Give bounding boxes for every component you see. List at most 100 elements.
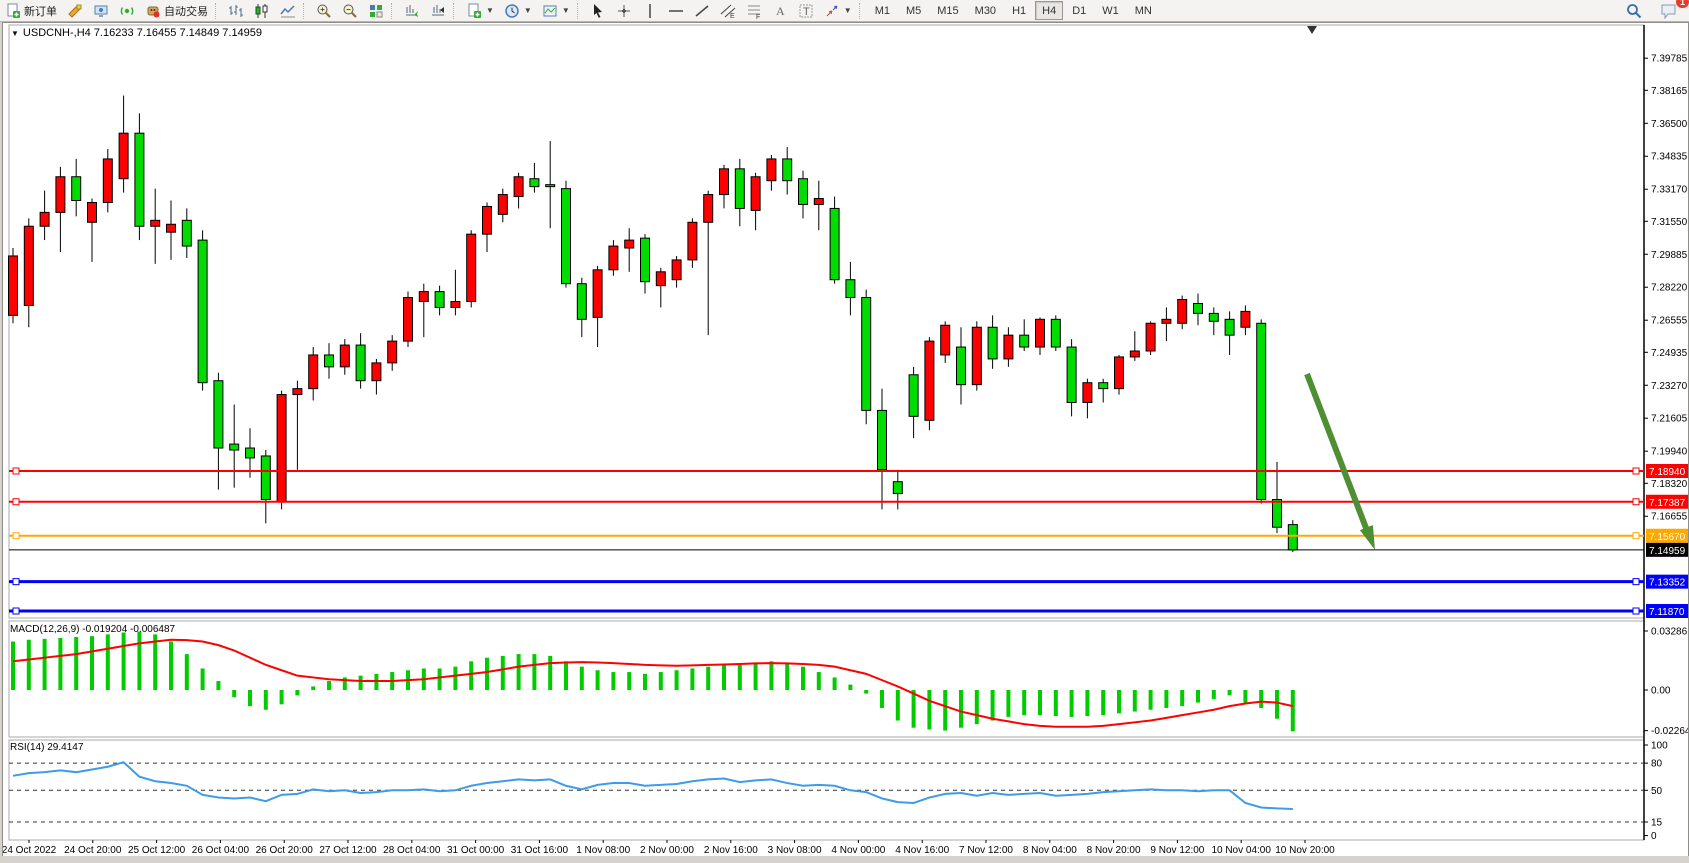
candle-bear[interactable] [908, 374, 919, 417]
candle-bear[interactable] [861, 297, 872, 411]
timeframe-h4-button[interactable]: H4 [1035, 1, 1064, 20]
auto-scroll-button[interactable] [399, 0, 425, 21]
candle-bull[interactable] [940, 324, 951, 356]
zoom-out-button[interactable] [337, 0, 363, 21]
candle-bear[interactable] [576, 283, 587, 320]
label-tool-button[interactable]: T [793, 0, 819, 21]
candle-bull[interactable] [387, 340, 398, 364]
candle-bull[interactable] [450, 300, 461, 308]
candle-bear[interactable] [1193, 302, 1203, 314]
tile-windows-button[interactable] [363, 0, 389, 21]
horizontal-line-button[interactable] [663, 0, 689, 21]
candle-bear[interactable] [1066, 346, 1077, 403]
candle-bear[interactable] [1272, 499, 1282, 528]
line-handle[interactable] [1632, 498, 1640, 506]
candle-bull[interactable] [1240, 310, 1251, 328]
candle-bull[interactable] [8, 255, 18, 316]
candle-bear[interactable] [829, 207, 840, 281]
candle-bull[interactable] [1003, 334, 1014, 360]
chart-shift-button[interactable] [425, 0, 451, 21]
search-button[interactable] [1621, 0, 1647, 21]
vertical-line-button[interactable] [637, 0, 663, 21]
candle-bull[interactable] [592, 269, 603, 318]
line-handle[interactable] [1632, 532, 1640, 540]
candle-bull[interactable] [1145, 322, 1156, 352]
candle-bear[interactable] [213, 380, 224, 449]
channel-button[interactable]: E [715, 0, 741, 21]
candle-bear[interactable] [782, 158, 793, 182]
candle-bear[interactable] [1098, 382, 1109, 390]
candle-bear[interactable] [734, 168, 745, 209]
candle-bear[interactable] [1050, 318, 1061, 348]
price-chart[interactable]: 7.39785 7.38165 7.36500 7.34835 7.33170 7.315… [3, 23, 1688, 859]
candle-bear[interactable] [245, 447, 255, 459]
candle-bull[interactable] [276, 394, 287, 502]
candle-bull[interactable] [339, 344, 350, 368]
candle-bear[interactable] [1019, 334, 1030, 348]
timeframe-m5-button[interactable]: M5 [905, 4, 922, 17]
symbol-dropdown-icon[interactable]: ▼ [11, 29, 19, 38]
trend-arrow-annotation[interactable] [1304, 372, 1369, 530]
styles-button[interactable] [62, 0, 88, 21]
candle-bull[interactable] [308, 354, 319, 390]
candle-bear[interactable] [798, 178, 808, 205]
timeframe-w1-button[interactable]: W1 [1102, 4, 1119, 17]
line-handle[interactable] [12, 467, 20, 475]
candle-bear[interactable] [892, 481, 903, 495]
crosshair-button[interactable] [611, 0, 637, 21]
candle-bear[interactable] [1287, 524, 1298, 551]
candle-bull[interactable] [924, 340, 935, 421]
candle-bull[interactable] [608, 245, 619, 271]
candle-bear[interactable] [181, 219, 192, 247]
candle-bull[interactable] [55, 176, 66, 213]
candle-bull[interactable] [23, 225, 34, 306]
chart-shift-marker-icon[interactable] [1307, 26, 1317, 34]
candle-bear[interactable] [355, 344, 366, 382]
candle-bear[interactable] [561, 188, 571, 285]
candle-bull[interactable] [1082, 382, 1093, 403]
candle-bear[interactable] [877, 409, 887, 471]
candle-bear[interactable] [229, 443, 240, 451]
candle-bull[interactable] [371, 362, 382, 382]
candle-bull[interactable] [655, 271, 666, 287]
candle-bull[interactable] [150, 219, 161, 227]
fibonacci-button[interactable]: F [741, 0, 767, 21]
candle-bull[interactable] [418, 291, 429, 302]
profile-button[interactable] [88, 0, 114, 21]
line-handle[interactable] [12, 607, 20, 615]
timeframe-h1-button[interactable]: H1 [1012, 4, 1027, 17]
line-handle[interactable] [1632, 578, 1640, 586]
candle-bull[interactable] [971, 326, 982, 386]
candle-bull[interactable] [719, 168, 729, 196]
text-tool-button[interactable]: A [767, 0, 793, 21]
candle-bear[interactable] [324, 354, 334, 368]
candle-bear[interactable] [1256, 322, 1267, 501]
periods-button[interactable]: ▼ [499, 0, 537, 21]
timeframe-mn-button[interactable]: MN [1134, 4, 1152, 17]
candle-bull[interactable] [766, 158, 777, 182]
line-handle[interactable] [12, 532, 20, 540]
candle-bull[interactable] [1161, 318, 1172, 324]
notifications-button[interactable]: 1 [1655, 0, 1689, 21]
arrows-tool-button[interactable]: ▼ [819, 0, 857, 21]
line-chart-button[interactable] [275, 0, 301, 21]
candle-bull[interactable] [813, 198, 824, 205]
timeframe-m15-button[interactable]: M15 [937, 4, 959, 17]
candle-bear[interactable] [197, 239, 208, 384]
candle-bull[interactable] [292, 388, 303, 396]
line-handle[interactable] [1632, 467, 1640, 475]
zoom-in-button[interactable] [311, 0, 337, 21]
candlestick-chart-button[interactable] [249, 0, 275, 21]
candle-bear[interactable] [545, 184, 556, 188]
candle-bull[interactable] [1129, 350, 1140, 358]
candle-bull[interactable] [703, 194, 714, 223]
timeframe-m30-button[interactable]: M30 [974, 4, 997, 17]
line-handle[interactable] [12, 578, 20, 586]
templates-button[interactable]: ▼ [537, 0, 575, 21]
candle-bear[interactable] [260, 455, 271, 501]
cursor-button[interactable] [585, 0, 611, 21]
candle-bear[interactable] [640, 237, 650, 283]
candle-bear[interactable] [987, 326, 998, 360]
candle-bear[interactable] [434, 291, 445, 308]
candle-bull[interactable] [624, 239, 635, 249]
